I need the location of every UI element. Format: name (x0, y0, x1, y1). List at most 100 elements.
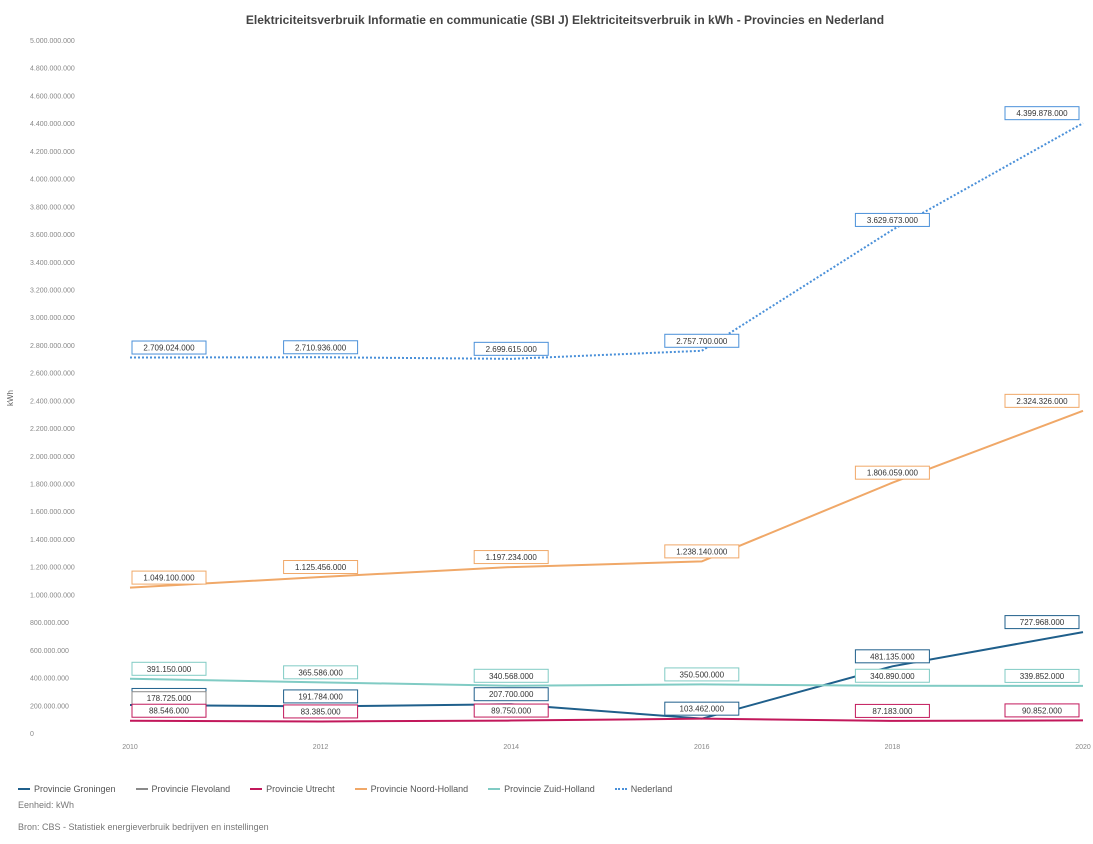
series-line (129, 122, 1084, 360)
data-label-box (131, 703, 207, 718)
data-label-text: 83.385.000 (301, 707, 342, 716)
y-axis-label: kWh (6, 390, 15, 406)
legend-item[interactable]: Nederland (614, 784, 672, 794)
data-label: 89.750.000 (473, 703, 549, 718)
data-label: 1.806.059.000 (854, 465, 930, 480)
x-tick-label: 2010 (122, 744, 138, 751)
legend-item[interactable]: Provincie Zuid-Holland (488, 784, 595, 794)
data-label: 4.399.878.000 (1004, 106, 1080, 121)
data-label: 340.568.000 (473, 668, 549, 683)
data-label-text: 4.399.878.000 (1016, 109, 1068, 118)
legend-item[interactable]: Provincie Flevoland (135, 784, 231, 794)
data-label-text: 191.784.000 (298, 692, 343, 701)
data-label-text: 90.852.000 (1022, 706, 1063, 715)
y-tick-label: 2.200.000.000 (30, 426, 75, 433)
y-tick-label: 800.000.000 (30, 620, 69, 627)
y-tick-label: 4.400.000.000 (30, 121, 75, 128)
data-label-box (664, 667, 740, 682)
data-label-text: 2.699.615.000 (486, 345, 538, 354)
data-label: 365.586.000 (283, 665, 359, 680)
data-label-text: 339.852.000 (1020, 672, 1065, 681)
data-label: 88.546.000 (131, 703, 207, 718)
series-line (129, 677, 1084, 687)
legend-label: Provincie Utrecht (266, 784, 335, 794)
data-label-text: 3.629.673.000 (867, 216, 919, 225)
data-label: 350.500.000 (664, 667, 740, 682)
data-label-text: 88.546.000 (149, 707, 190, 716)
x-tick-label: 2012 (313, 744, 329, 751)
data-label-box (473, 341, 549, 356)
y-tick-label: 2.600.000.000 (30, 371, 75, 378)
legend-label: Provincie Zuid-Holland (504, 784, 595, 794)
x-tick-label: 2014 (503, 744, 519, 751)
y-tick-label: 1.600.000.000 (30, 509, 75, 516)
data-label-box (283, 704, 359, 719)
data-labels: 202.319.000191.784.000207.700.000103.462… (131, 106, 1080, 719)
data-label-text: 1.197.234.000 (486, 553, 538, 562)
data-label-box (283, 689, 359, 704)
y-tick-label: 600.000.000 (30, 648, 69, 655)
legend-label: Provincie Flevoland (151, 784, 231, 794)
data-label-text: 340.890.000 (870, 672, 915, 681)
data-label-box (1004, 615, 1080, 630)
legend-swatch (354, 788, 367, 790)
unit-note: Eenheid: kWh (18, 800, 75, 810)
data-label: 90.852.000 (1004, 703, 1080, 718)
data-label-text: 103.462.000 (680, 705, 725, 714)
chart-legend: Provincie Groningen Provincie Flevoland Pr… (18, 784, 672, 794)
series-line (129, 409, 1084, 589)
data-label: 340.890.000 (854, 668, 930, 683)
y-tick-label: 0 (30, 731, 34, 738)
data-label-text: 178.725.000 (147, 694, 192, 703)
data-label: 1.125.456.000 (283, 560, 359, 575)
y-tick-label: 200.000.000 (30, 703, 69, 710)
y-tick-label: 2.000.000.000 (30, 454, 75, 461)
y-tick-label: 5.000.000.000 (30, 38, 75, 45)
x-tick-label: 2016 (694, 744, 710, 751)
legend-swatch (250, 788, 263, 790)
data-label: 207.700.000 (473, 687, 549, 702)
series-line (129, 717, 1084, 723)
y-tick-label: 3.600.000.000 (30, 232, 75, 239)
data-label-box (473, 687, 549, 702)
data-label: 2.324.326.000 (1004, 393, 1080, 408)
y-tick-label: 3.200.000.000 (30, 287, 75, 294)
data-label: 2.710.936.000 (283, 340, 359, 355)
y-tick-label: 1.400.000.000 (30, 537, 75, 544)
source-note: Bron: CBS - Statistiek energieverbruik b… (18, 822, 269, 832)
x-tick-label: 2018 (885, 744, 901, 751)
data-label: 191.784.000 (283, 689, 359, 704)
data-label-text: 1.049.100.000 (143, 574, 195, 583)
data-label-text: 87.183.000 (872, 707, 913, 716)
legend-item[interactable]: Provincie Utrecht (250, 784, 335, 794)
legend-swatch (488, 788, 501, 790)
data-label-box (473, 550, 549, 565)
data-label-text: 340.568.000 (489, 672, 534, 681)
data-label: 83.385.000 (283, 704, 359, 719)
data-label: 1.238.140.000 (664, 544, 740, 559)
data-label: 87.183.000 (854, 703, 930, 718)
legend-label: Provincie Groningen (34, 784, 116, 794)
data-label-text: 2.709.024.000 (143, 344, 195, 353)
data-label-text: 2.757.700.000 (676, 337, 728, 346)
y-tick-label: 3.000.000.000 (30, 315, 75, 322)
data-label: 2.757.700.000 (664, 333, 740, 348)
data-label: 481.135.000 (854, 649, 930, 664)
series-line (129, 631, 1084, 720)
x-axis-ticks: 2010 2012 2014 2016 2018 2020 (122, 744, 1091, 751)
data-label-box (1004, 668, 1080, 683)
data-label-box (1004, 393, 1080, 408)
data-label-text: 1.806.059.000 (867, 469, 919, 478)
data-label-box (131, 340, 207, 355)
data-label-box (664, 544, 740, 559)
data-label-text: 727.968.000 (1020, 618, 1065, 627)
legend-item[interactable]: Provincie Groningen (18, 784, 116, 794)
data-label-box (131, 661, 207, 676)
data-label-text: 207.700.000 (489, 690, 534, 699)
data-label-box (854, 703, 930, 718)
chart-title: Elektriciteitsverbruik Informatie en com… (246, 13, 884, 27)
legend-item[interactable]: Provincie Noord-Holland (354, 784, 468, 794)
data-label-text: 2.710.936.000 (295, 343, 347, 352)
y-tick-label: 4.200.000.000 (30, 149, 75, 156)
